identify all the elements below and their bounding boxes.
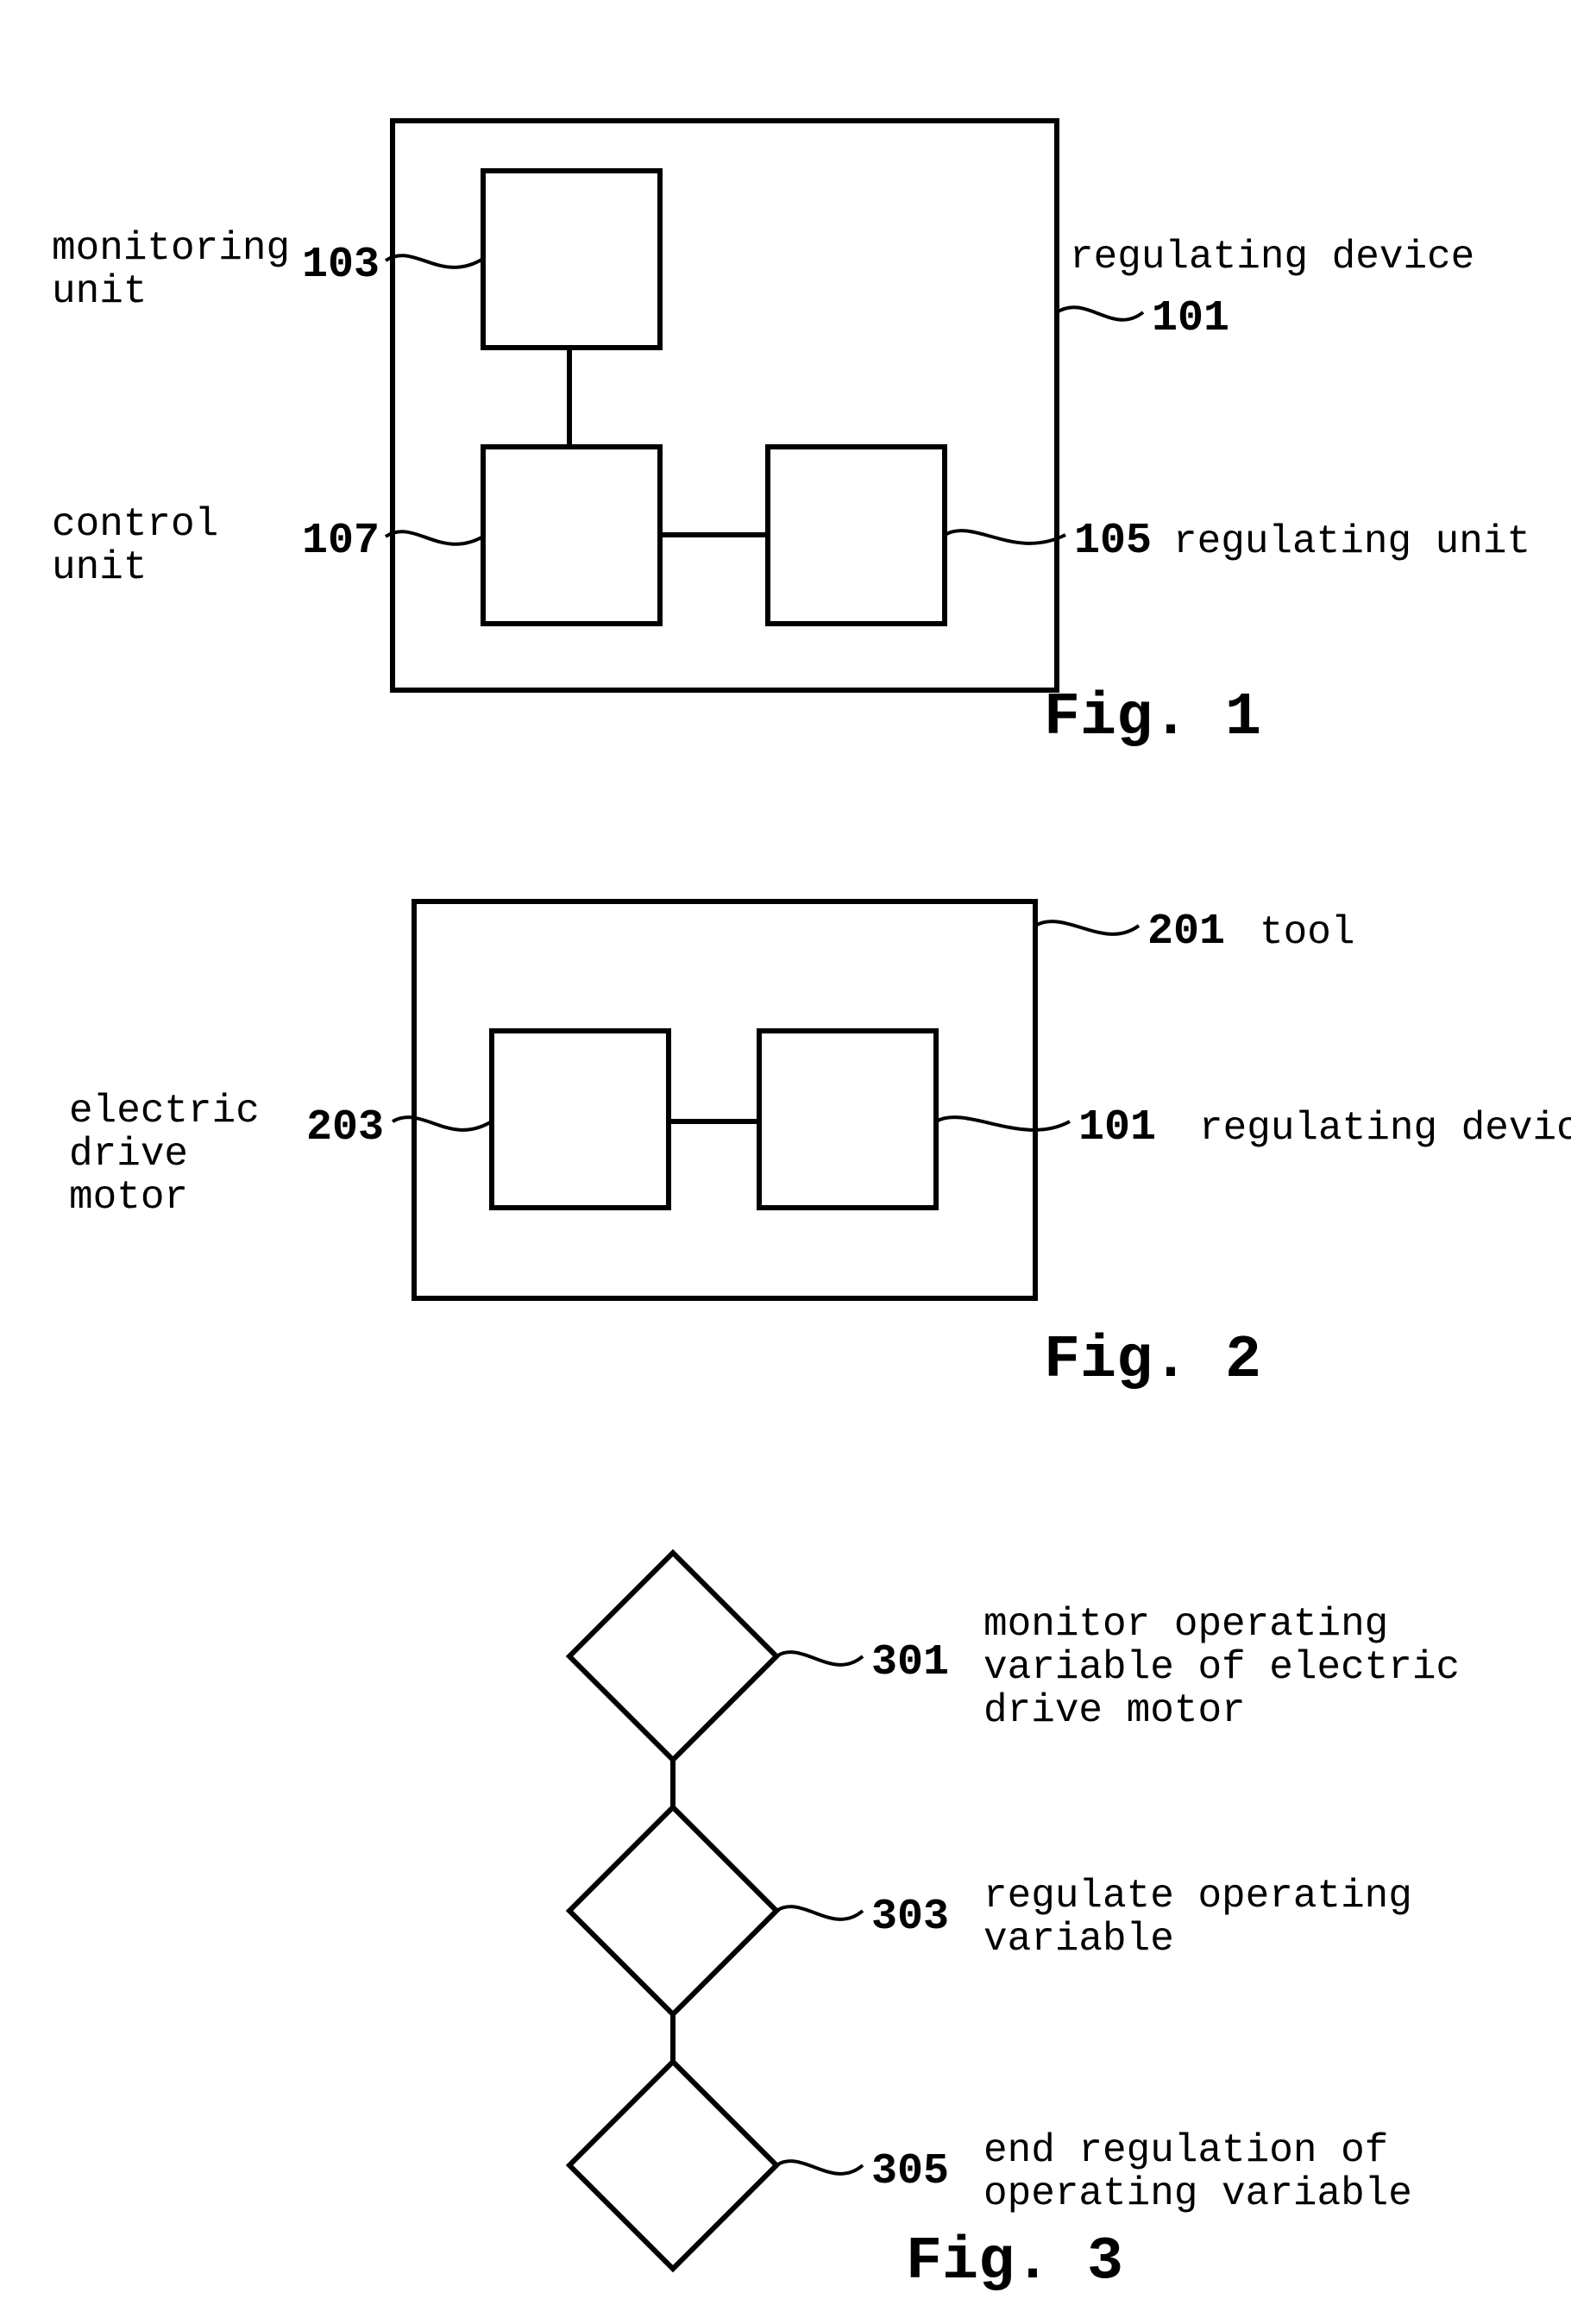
fig3-num-301: 301 [871,1638,949,1687]
fig3-leader-305 [776,2161,863,2174]
fig3-label-303-line2: variable [983,1917,1174,1962]
fig1-label-103-line2: unit [52,269,147,314]
fig1-num-105: 105 [1074,517,1152,566]
fig3-leader-301 [776,1652,863,1665]
fig1-label-101-line1: regulating device [1070,235,1474,280]
fig2: 201 tool 101 regulating device 203 elect… [69,901,1571,1395]
fig3-title: Fig. 3 [906,2228,1123,2296]
fig2-leader-201 [1035,921,1139,934]
fig1-leader-103 [386,255,483,267]
fig2-num-101: 101 [1078,1103,1156,1153]
fig1-box-107 [483,447,660,624]
diagram-canvas: 103 monitoring unit 107 control unit 101… [0,0,1571,2324]
fig1-label-107-line2: unit [52,545,147,590]
fig1-label-105-line1: regulating unit [1173,519,1530,564]
fig1-leader-101 [1057,307,1143,320]
fig2-label-203-line2: drive [69,1132,188,1177]
fig2-num-201: 201 [1147,908,1225,957]
fig1: 103 monitoring unit 107 control unit 101… [52,121,1530,752]
fig2-leader-101 [936,1117,1070,1130]
fig3-label-303-line1: regulate operating [983,1874,1412,1919]
fig1-box-103 [483,171,660,348]
fig2-box-101 [759,1031,936,1208]
fig3-label-305-line2: operating variable [983,2171,1412,2216]
fig3-diamond-301 [569,1553,776,1760]
fig3-diamond-305 [569,2062,776,2269]
fig3-label-305-line1: end regulation of [983,2128,1388,2173]
fig2-label-101-line1: regulating device [1199,1106,1571,1151]
fig1-leader-107 [386,531,483,544]
fig1-label-107-line1: control [52,502,218,547]
fig3: 301 monitor operating variable of electr… [569,1553,1460,2296]
fig3-num-305: 305 [871,2147,949,2196]
fig1-num-101: 101 [1152,294,1229,343]
fig1-box-105 [768,447,945,624]
fig1-leader-105 [945,531,1065,543]
fig3-label-301-line3: drive motor [983,1688,1246,1733]
fig2-box-203 [492,1031,669,1208]
fig2-num-203: 203 [306,1103,384,1153]
fig2-outer-box [414,901,1035,1298]
fig3-num-303: 303 [871,1893,949,1942]
fig2-label-201-line1: tool [1260,910,1354,955]
fig2-title: Fig. 2 [1044,1327,1261,1395]
fig1-num-103: 103 [302,241,380,290]
fig3-diamond-303 [569,1807,776,2014]
fig3-label-301-line2: variable of electric [983,1645,1460,1690]
fig1-num-107: 107 [302,517,380,566]
fig3-leader-303 [776,1906,863,1919]
fig1-outer-box [393,121,1057,690]
fig3-label-301-line1: monitor operating [983,1602,1388,1647]
fig2-label-203-line1: electric [69,1089,260,1134]
fig1-title: Fig. 1 [1044,684,1261,752]
fig1-label-103-line1: monitoring [52,226,290,271]
fig2-label-203-line3: motor [69,1175,188,1220]
fig2-leader-203 [393,1117,492,1130]
